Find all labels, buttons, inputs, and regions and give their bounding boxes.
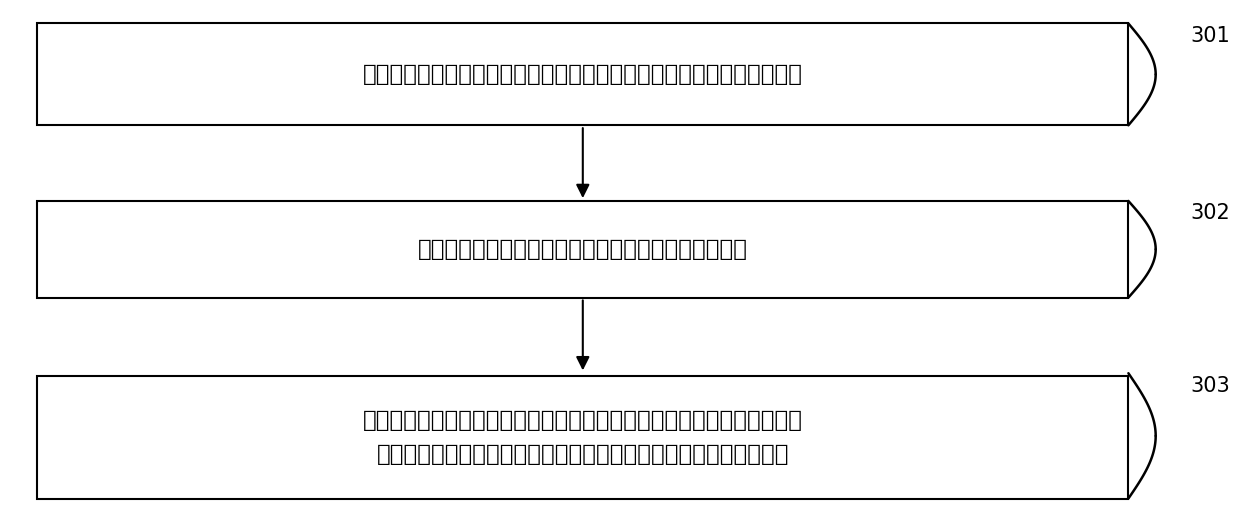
Text: 根据所述调频信号接收指令，接收预设频率的调频信号: 根据所述调频信号接收指令，接收预设频率的调频信号	[418, 238, 748, 261]
Text: 303: 303	[1190, 376, 1230, 396]
Text: 301: 301	[1190, 26, 1230, 46]
Text: 将接收到的所述预设频率的调频信号，进行播放，以使音频设备录制待测: 将接收到的所述预设频率的调频信号，进行播放，以使音频设备录制待测	[363, 409, 802, 432]
Text: 302: 302	[1190, 203, 1230, 222]
FancyBboxPatch shape	[37, 23, 1128, 125]
Text: 接收调频信号接收指令，该调频信号接收指令中包括调频信号的预设频率: 接收调频信号接收指令，该调频信号接收指令中包括调频信号的预设频率	[363, 63, 802, 86]
FancyBboxPatch shape	[37, 201, 1128, 298]
FancyBboxPatch shape	[37, 376, 1128, 499]
Text: 试的智能终端播放的调频信号并分析录制的调频信号的频响和信噪比: 试的智能终端播放的调频信号并分析录制的调频信号的频响和信噪比	[377, 443, 789, 466]
